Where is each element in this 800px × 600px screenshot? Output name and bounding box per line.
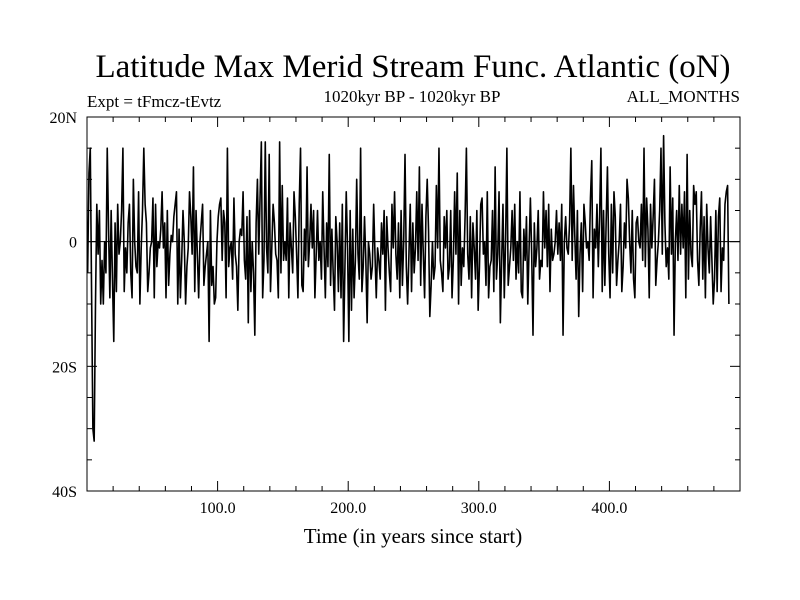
- y-tick-label: 20N: [49, 110, 77, 127]
- x-tick-label: 300.0: [461, 500, 497, 517]
- chart-title: Latitude Max Merid Stream Func. Atlantic…: [95, 49, 730, 85]
- y-tick-label: 20S: [52, 359, 77, 376]
- x-axis-label: Time (in years since start): [304, 524, 523, 548]
- plot-area: 100.0 200.0 300.0 400.0 20N 0 20S 40S: [49, 110, 741, 517]
- series-line-0: [86, 134, 730, 442]
- series-layer: [86, 134, 730, 442]
- x-tick-label: 400.0: [591, 500, 627, 517]
- chart-subtitle-center: 1020kyr BP - 1020kyr BP: [324, 87, 501, 106]
- y-tick-label: 40S: [52, 484, 77, 501]
- y-tick-label: 0: [69, 235, 77, 252]
- chart-subtitle-left: Expt = tFmcz-tEvtz: [87, 92, 222, 111]
- x-tick-label: 200.0: [330, 500, 366, 517]
- chart-subtitle-right: ALL_MONTHS: [627, 87, 740, 106]
- x-tick-label: 100.0: [200, 500, 236, 517]
- ticks-layer: 100.0 200.0 300.0 400.0 20N 0 20S 40S: [49, 110, 740, 517]
